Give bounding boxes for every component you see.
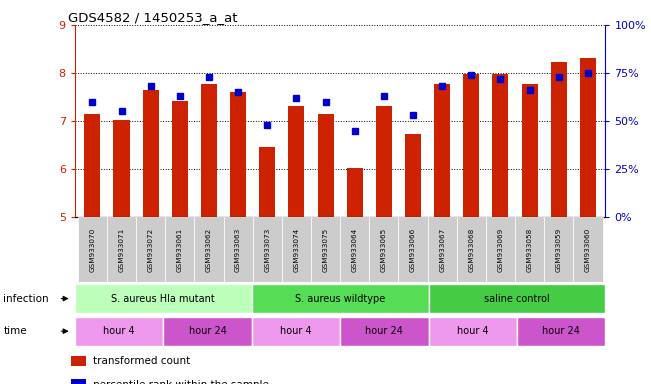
Text: hour 4: hour 4 [457,326,489,336]
Bar [252,316,340,346]
Text: hour 24: hour 24 [542,326,580,336]
Text: hour 24: hour 24 [365,326,404,336]
Bar [172,101,188,217]
Bar [486,217,515,282]
Bar [428,316,517,346]
Bar [369,217,398,282]
Text: hour 4: hour 4 [280,326,312,336]
Text: time: time [3,326,27,336]
Text: transformed count: transformed count [92,356,190,366]
Bar [428,284,605,313]
Bar [340,217,369,282]
Text: GSM933070: GSM933070 [89,227,95,272]
Bar [85,114,100,217]
Bar [75,284,252,313]
Text: GSM933062: GSM933062 [206,227,212,272]
Bar [71,379,86,384]
Bar [311,217,340,282]
Bar [163,316,252,346]
Text: S. aureus Hla mutant: S. aureus Hla mutant [111,293,215,304]
Text: GSM933063: GSM933063 [235,227,241,272]
Text: S. aureus wildtype: S. aureus wildtype [295,293,385,304]
Text: GSM933072: GSM933072 [148,227,154,272]
Bar [288,106,305,217]
Bar [398,217,428,282]
Text: GSM933066: GSM933066 [410,227,416,272]
Bar [201,84,217,217]
Bar [434,84,450,217]
Text: GSM933067: GSM933067 [439,227,445,272]
Bar [457,217,486,282]
Bar [259,147,275,217]
Bar [464,74,479,217]
Bar [551,62,567,217]
Bar [195,217,223,282]
Bar [253,217,282,282]
Text: GSM933064: GSM933064 [352,227,357,272]
Bar [75,316,163,346]
Text: GSM933068: GSM933068 [468,227,475,272]
Bar [252,284,428,313]
Bar [113,120,130,217]
Bar [223,217,253,282]
Text: GSM933073: GSM933073 [264,227,270,272]
Text: GSM933075: GSM933075 [323,227,329,272]
Text: saline control: saline control [484,293,550,304]
Bar [515,217,544,282]
Text: GSM933061: GSM933061 [177,227,183,272]
Bar [574,217,603,282]
Bar [318,114,333,217]
Bar [77,217,107,282]
Bar [405,134,421,217]
Bar [340,316,428,346]
Bar [492,74,508,217]
Bar [143,90,159,217]
Text: GSM933060: GSM933060 [585,227,591,272]
Bar [347,168,363,217]
Bar [517,316,605,346]
Bar [71,356,86,366]
Bar [521,84,538,217]
Text: GDS4582 / 1450253_a_at: GDS4582 / 1450253_a_at [68,12,238,25]
Text: GSM933058: GSM933058 [527,227,533,272]
Bar [165,217,195,282]
Text: GSM933059: GSM933059 [556,227,562,272]
Bar [376,106,392,217]
Bar [107,217,136,282]
Text: GSM933069: GSM933069 [497,227,503,272]
Text: GSM933071: GSM933071 [118,227,124,272]
Text: percentile rank within the sample: percentile rank within the sample [92,380,268,384]
Bar [544,217,574,282]
Text: GSM933065: GSM933065 [381,227,387,272]
Bar [282,217,311,282]
Bar [428,217,457,282]
Bar [580,58,596,217]
Text: GSM933074: GSM933074 [294,227,299,272]
Bar [230,92,246,217]
Text: hour 24: hour 24 [189,326,227,336]
Bar [136,217,165,282]
Text: infection: infection [3,293,49,304]
Text: hour 4: hour 4 [104,326,135,336]
